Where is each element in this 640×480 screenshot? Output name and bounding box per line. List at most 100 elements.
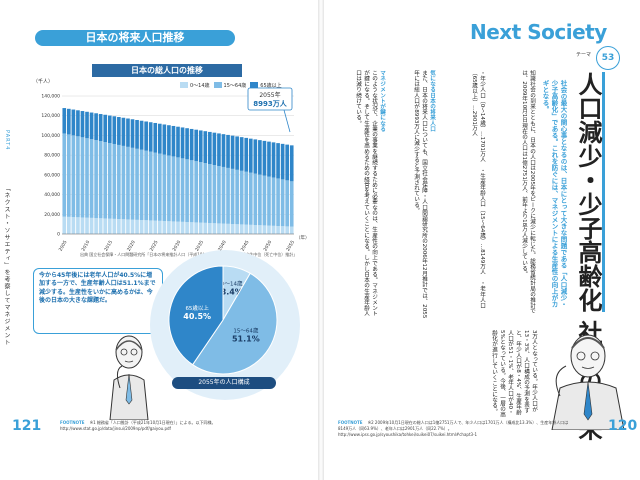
- bar-segment: [89, 112, 94, 140]
- bar-segment: [221, 134, 226, 167]
- bar-segment: [121, 117, 126, 146]
- bar-segment: [198, 222, 203, 234]
- footnote-text: ※1 総務省「人口推計（平成21年10月1日現在）」による。以下同様。 http…: [60, 420, 216, 431]
- bar-segment: [139, 149, 144, 221]
- bar-segment: [135, 119, 139, 149]
- subhead-management-key: マネジメントが鍵になる: [379, 70, 385, 132]
- legend-label: 65歳以上: [260, 82, 282, 89]
- pie-slice-value: 8.4%: [221, 288, 243, 297]
- bar-segment: [112, 116, 117, 144]
- y-tick-label: 20,000: [44, 212, 60, 218]
- bar-segment: [212, 132, 217, 166]
- pie-chart-title: 2055年の人口構成: [172, 377, 276, 389]
- footnote-tag: FOOTNOTE: [338, 420, 363, 425]
- x-axis-suffix: （年）: [296, 234, 310, 241]
- bar-segment: [285, 226, 289, 234]
- legend-label: 15〜64歳: [223, 82, 247, 89]
- annotation-pointer: [283, 109, 291, 133]
- x-tick-label: 2040: [217, 239, 228, 252]
- callout-box: 今から45年後には老年人口が40.5%に増加する一方で、生産年齢人口は51.1%…: [33, 268, 163, 334]
- page-number-right: 120: [608, 418, 638, 434]
- bar-segment: [76, 217, 80, 234]
- drucker-portrait-illustration: [109, 335, 149, 420]
- bar-segment: [258, 174, 262, 226]
- bar-segment: [217, 133, 221, 166]
- bar-segment: [267, 176, 271, 226]
- body-column-2: マネジメントが鍵になる このような状況で、企業の事業を継続するために必要なのは、…: [340, 70, 386, 320]
- bar-segment: [162, 154, 167, 222]
- bar-segment: [271, 177, 276, 226]
- bar-segment: [62, 133, 67, 217]
- bar-segment: [107, 143, 112, 219]
- chart-source: 出典 国立社会保障・人口問題研究所「日本の将来推計人口（平成18年12月推計）」…: [80, 252, 298, 257]
- bar-segment: [239, 170, 244, 225]
- bar-segment: [198, 130, 203, 163]
- bar-segment: [162, 221, 167, 234]
- bar-segment: [276, 178, 280, 226]
- bar-segment: [244, 171, 249, 225]
- bar-segment: [176, 221, 180, 234]
- bar-segment: [144, 150, 148, 221]
- bar-segment: [221, 223, 226, 234]
- bar-segment: [171, 125, 176, 157]
- bar-segment: [94, 218, 98, 234]
- bar-segment: [235, 136, 239, 170]
- pie-slice: [168, 265, 224, 366]
- bar-segment: [217, 165, 221, 224]
- bar-segment: [180, 221, 185, 234]
- bar-segment: [239, 224, 244, 234]
- bar-segment: [76, 110, 80, 137]
- bar-segment: [148, 220, 153, 234]
- bar-segment: [153, 122, 158, 153]
- bar-segment: [167, 155, 171, 222]
- bar-segment: [139, 120, 144, 150]
- bar-segment: [230, 224, 235, 234]
- bar-segment: [89, 217, 94, 234]
- footnote-text: ※2 2009年10月1日現在の総人口は1億2751万人で、年少人口は1701万…: [338, 420, 569, 437]
- y-tick-label: 0: [57, 232, 60, 238]
- bar-segment: [253, 173, 258, 226]
- bar-segment: [144, 220, 148, 234]
- bar-segment: [103, 114, 108, 143]
- bar-segment: [176, 126, 180, 158]
- bar-segment: [85, 111, 89, 139]
- x-tick-label: 2025: [149, 239, 160, 252]
- bar-segment: [112, 143, 117, 219]
- bar-segment: [176, 157, 180, 222]
- bar-segment: [180, 158, 185, 222]
- bar-segment: [189, 222, 194, 234]
- bar-segment: [276, 143, 280, 179]
- section-title: 日本の将来人口推移: [35, 30, 235, 46]
- bar-segment: [212, 223, 217, 234]
- pie-slice-value: 51.1%: [232, 334, 260, 343]
- next-society-header: Next Society: [470, 20, 607, 44]
- y-tick-label: 120,000: [41, 113, 60, 119]
- pie-slice: [191, 272, 278, 375]
- x-tick-label: 2050: [262, 239, 273, 252]
- bar-segment: [98, 218, 103, 234]
- bar-segment: [130, 219, 135, 234]
- body-column-3: 気になる日本の将来人口 また、日本の将来人口についても、国立社会保障・人口問題研…: [390, 70, 436, 320]
- bar-segment: [126, 219, 130, 234]
- bar-segment: [80, 111, 85, 138]
- body-text: このような状況で、企業の事業を継続するために必要なのは、生産性の向上である。マネ…: [355, 70, 377, 317]
- bar-segment: [112, 218, 117, 234]
- chart-title: 日本の総人口の推移: [92, 64, 242, 77]
- bar-segment: [180, 127, 185, 159]
- x-tick-label: 2045: [240, 239, 251, 252]
- bar-segment: [230, 135, 235, 169]
- bar-segment: [185, 159, 189, 223]
- bar-segment: [62, 108, 67, 134]
- title-line-1: 人口減少・少子高齢化: [574, 72, 605, 312]
- legend-item-0-14: 0〜14歳: [180, 82, 210, 89]
- bar-segment: [267, 225, 271, 234]
- bar-segment: [267, 141, 271, 177]
- bar-segment: [148, 122, 153, 152]
- page-number-left: 121: [12, 418, 42, 434]
- y-axis-unit: （千人）: [33, 79, 54, 85]
- body-column-4: 知識社会の到来とともに、日本の人口は2005年をピークに減少に転じた。総務省統計…: [521, 70, 535, 314]
- bar-segment: [253, 139, 258, 174]
- bar-segment: [157, 123, 162, 154]
- x-tick-label: 2010: [80, 239, 91, 252]
- bar-segment: [153, 152, 158, 221]
